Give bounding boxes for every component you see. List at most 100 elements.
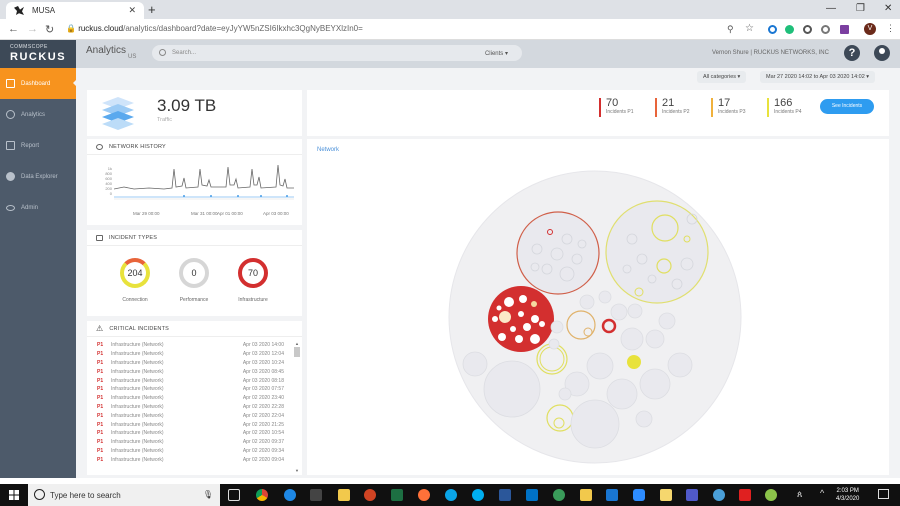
- app-icon[interactable]: [713, 489, 725, 501]
- edge-icon[interactable]: [284, 489, 296, 501]
- analytics-icon: [6, 110, 15, 119]
- extension-icon[interactable]: [768, 25, 777, 34]
- list-item[interactable]: P1 Infrastructure (Network) Apr 02 2020 23…: [97, 395, 284, 402]
- zoom-icon[interactable]: ⚲: [727, 24, 734, 34]
- folder-icon[interactable]: [580, 489, 592, 501]
- region-label[interactable]: US: [128, 54, 137, 60]
- taskbar-search-input[interactable]: Type here to search 🎙: [28, 484, 220, 506]
- list-item[interactable]: P1 Infrastructure (Network) Apr 02 2020 09…: [97, 456, 284, 463]
- list-item[interactable]: P1 Infrastructure (Network) Apr 03 2020 12…: [97, 351, 284, 358]
- teams-icon[interactable]: [686, 489, 698, 501]
- star-icon[interactable]: ☆: [745, 23, 754, 34]
- sticky-notes-icon[interactable]: [660, 489, 672, 501]
- list-item[interactable]: P1 Infrastructure (Network) Apr 02 2020 09…: [97, 447, 284, 454]
- incidents-p3[interactable]: 17 Incidents P3: [711, 98, 746, 117]
- search-icon: [159, 49, 166, 56]
- search-input[interactable]: Search... Clients ▾: [152, 45, 522, 61]
- sidebar-item-dashboard[interactable]: Dashboard: [0, 68, 77, 99]
- clock-date: 4/3/2020: [836, 496, 860, 502]
- see-incidents-button[interactable]: See Incidents: [820, 99, 874, 114]
- browser-tab[interactable]: MUSA ✕: [6, 2, 144, 19]
- extension-icon[interactable]: [821, 25, 830, 34]
- people-icon[interactable]: ጰ: [797, 489, 803, 499]
- acrobat-icon[interactable]: [739, 489, 751, 501]
- task-view-icon[interactable]: [228, 489, 240, 501]
- sidebar-item-label: Analytics: [21, 111, 46, 118]
- windows-start-icon[interactable]: [9, 490, 19, 500]
- incident-types-card: INCIDENT TYPES 204 Connection 0 Performa…: [87, 230, 302, 316]
- paint-icon[interactable]: [765, 489, 777, 501]
- incidents-p4[interactable]: 166 Incidents P4: [767, 98, 802, 117]
- file-explorer-icon[interactable]: [338, 489, 350, 501]
- restore-button[interactable]: ❐: [856, 3, 865, 14]
- ruckus-logo[interactable]: COMMSCOPE RUCKUS: [0, 40, 76, 68]
- incidents-p2[interactable]: 21 Incidents P2: [655, 98, 690, 117]
- app: COMMSCOPE RUCKUS Dashboard Analytics Rep…: [0, 40, 900, 478]
- chrome-icon[interactable]: [256, 489, 268, 501]
- minimize-button[interactable]: —: [826, 3, 836, 14]
- skype-icon[interactable]: [445, 489, 457, 501]
- microphone-icon[interactable]: 🎙: [202, 490, 213, 499]
- sidebar-item-report[interactable]: Report: [0, 130, 76, 161]
- search-scope-dropdown[interactable]: Clients ▾: [484, 51, 508, 57]
- forward-icon[interactable]: →: [27, 23, 38, 35]
- logo-ruckus: RUCKUS: [10, 51, 67, 63]
- menu-icon[interactable]: ⋮: [886, 23, 895, 33]
- sidebar-item-analytics[interactable]: Analytics: [0, 99, 76, 130]
- outlook-icon[interactable]: [526, 489, 538, 501]
- close-window-button[interactable]: ✕: [884, 3, 893, 14]
- firefox-icon[interactable]: [418, 489, 430, 501]
- donut-performance[interactable]: 0: [179, 258, 209, 288]
- list-item[interactable]: P1 Infrastructure (Network) Apr 03 2020 08…: [97, 368, 284, 375]
- store-icon[interactable]: [310, 489, 322, 501]
- network-history-chart[interactable]: [114, 161, 294, 203]
- network-history-header: NETWORK HISTORY: [87, 139, 302, 155]
- list-item[interactable]: P1 Infrastructure (Network) Apr 03 2020 14…: [97, 342, 284, 349]
- grammarly-icon[interactable]: [785, 25, 794, 34]
- list-item[interactable]: P1 Infrastructure (Network) Apr 02 2020 22…: [97, 403, 284, 410]
- list-item[interactable]: P1 Infrastructure (Network) Apr 03 2020 07…: [97, 386, 284, 393]
- reload-icon[interactable]: ↻: [45, 24, 55, 36]
- incidents-p1[interactable]: 70 Incidents P1: [599, 98, 634, 117]
- category-filter-dropdown[interactable]: All categories ▾: [697, 71, 747, 83]
- network-bubble-chart[interactable]: [447, 169, 743, 465]
- close-tab-icon[interactable]: ✕: [128, 5, 136, 15]
- profile-avatar[interactable]: V: [864, 23, 876, 35]
- system-clock[interactable]: 2:03 PM 4/3/2020: [836, 487, 859, 503]
- donut-infrastructure[interactable]: 70: [238, 258, 268, 288]
- list-item[interactable]: P1 Infrastructure (Network) Apr 02 2020 22…: [97, 412, 284, 419]
- new-tab-button[interactable]: +: [148, 2, 156, 17]
- user-profile-button[interactable]: [874, 45, 890, 61]
- app-icon[interactable]: [553, 489, 565, 501]
- list-item[interactable]: P1 Infrastructure (Network) Apr 02 2020 09…: [97, 439, 284, 446]
- list-item[interactable]: P1 Infrastructure (Network) Apr 02 2020 10…: [97, 430, 284, 437]
- traffic-card: 3.09 TB Traffic: [87, 90, 302, 136]
- skype-business-icon[interactable]: [472, 489, 484, 501]
- x-tick: Mar 31 00:00: [191, 211, 218, 216]
- notifications-icon[interactable]: [878, 489, 889, 499]
- traffic-label: Traffic: [157, 117, 172, 123]
- donut-connection[interactable]: 204: [120, 258, 150, 288]
- network-breadcrumb[interactable]: Network: [317, 147, 340, 153]
- sidebar-item-data-explorer[interactable]: Data Explorer: [0, 161, 76, 192]
- zoom-app-icon[interactable]: [633, 489, 645, 501]
- word-icon[interactable]: [499, 489, 511, 501]
- powerpoint-icon[interactable]: [364, 489, 376, 501]
- sidebar-item-admin[interactable]: Admin: [0, 192, 76, 223]
- date-range-picker[interactable]: Mar 27 2020 14:02 to Apr 03 2020 14:02 ▾: [760, 71, 876, 83]
- extension-icon[interactable]: [803, 25, 812, 34]
- back-icon[interactable]: ←: [8, 23, 19, 35]
- list-scrollbar[interactable]: ▲ ▼: [294, 341, 300, 473]
- chevron-up-icon[interactable]: ^: [820, 488, 825, 498]
- extension-icon[interactable]: [840, 25, 849, 34]
- app-icon[interactable]: [606, 489, 618, 501]
- help-button[interactable]: ?: [844, 45, 860, 61]
- critical-incidents-header: ⚠ CRITICAL INCIDENTS: [87, 321, 302, 337]
- list-item[interactable]: P1 Infrastructure (Network) Apr 02 2020 21…: [97, 421, 284, 428]
- cortana-icon: [34, 489, 45, 500]
- excel-icon[interactable]: [391, 489, 403, 501]
- url-domain: ruckus.cloud: [78, 24, 124, 33]
- url-field[interactable]: 🔒 ruckus.cloud/analytics/dashboard?date=…: [66, 24, 363, 33]
- list-item[interactable]: P1 Infrastructure (Network) Apr 03 2020 10…: [97, 359, 284, 366]
- list-item[interactable]: P1 Infrastructure (Network) Apr 03 2020 08…: [97, 377, 284, 384]
